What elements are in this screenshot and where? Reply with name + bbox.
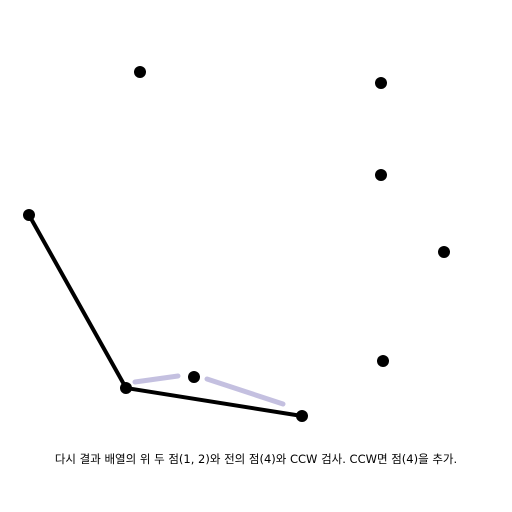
points xyxy=(23,66,450,422)
point xyxy=(188,371,200,383)
candidate-edge xyxy=(132,373,181,385)
point xyxy=(377,355,389,367)
point xyxy=(134,66,146,78)
candidate-edges xyxy=(132,373,286,407)
hull-edges xyxy=(27,213,304,418)
hull-edge xyxy=(124,386,304,418)
point xyxy=(375,77,387,89)
point xyxy=(296,410,308,422)
point xyxy=(120,382,132,394)
point xyxy=(375,169,387,181)
point xyxy=(23,209,35,221)
point xyxy=(438,246,450,258)
hull-edge xyxy=(27,213,128,390)
candidate-edge xyxy=(204,376,286,407)
caption-text: 다시 결과 배열의 위 두 점(1, 2)와 전의 점(4)와 CCW 검사. … xyxy=(54,452,458,466)
